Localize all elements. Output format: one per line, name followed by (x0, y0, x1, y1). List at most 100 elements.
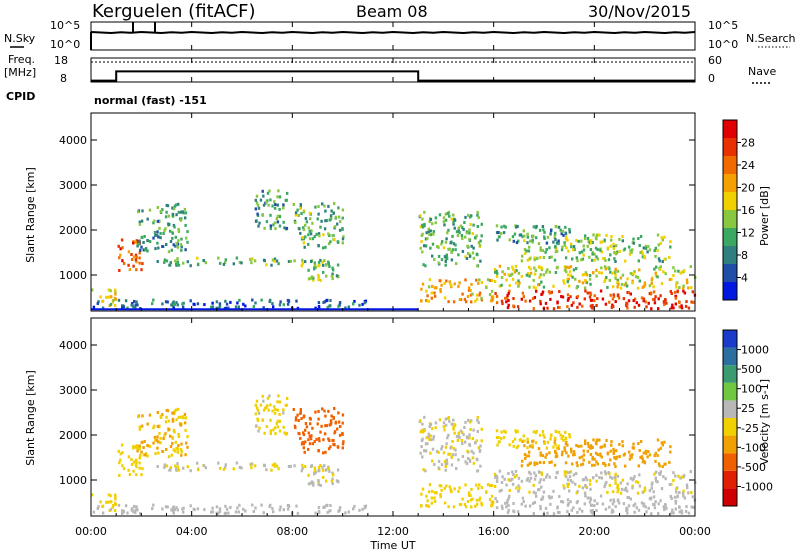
power-region-13 (495, 224, 571, 245)
velocity-data-layer (91, 394, 697, 516)
velocity-colorbar-tick-6: -500 (741, 461, 766, 474)
velocity-region-6 (307, 465, 340, 487)
power-colorbar: 28 24 20 16 12 8 4 (722, 119, 755, 301)
power-colorbar-cell-6 (723, 174, 737, 192)
power-region-8 (418, 210, 483, 268)
freq-label-line2: [MHz] (4, 66, 36, 79)
velocity-region-5 (292, 407, 345, 455)
nave-label: Nave (748, 65, 776, 78)
nave-scale-top: 60 (708, 54, 722, 67)
power-colorbar-cell-2 (723, 246, 737, 264)
power-ytick-label-1000: 1000 (59, 269, 87, 282)
power-colorbar-tick-5: 8 (741, 249, 748, 262)
power-colorbar-tick-6: 4 (741, 272, 748, 285)
velocity-region-13 (495, 429, 571, 450)
power-region-5 (292, 202, 345, 250)
power-region-10 (494, 289, 697, 311)
velocity-colorbar-tick-0: 1000 (741, 344, 769, 357)
date-title: 30/Nov/2015 (588, 2, 691, 21)
x-tick-label-1: 04:00 (176, 525, 208, 538)
velocity-colorbar-tick-3: 25 (741, 402, 755, 415)
station-title: Kerguelen (fitACF) (92, 1, 256, 22)
velocity-region-12 (520, 438, 672, 468)
nsearch-label: N.Search (746, 32, 796, 45)
velocity-region-9 (420, 483, 495, 509)
x-axis-label: Time UT (369, 539, 415, 552)
nave-scale-bottom: 0 (708, 72, 715, 85)
power-region-1 (117, 238, 144, 272)
power-colorbar-tick-0: 28 (741, 137, 755, 150)
nsky-scale-bottom: 10^0 (50, 38, 80, 51)
velocity-ytick-label-3000: 3000 (59, 384, 87, 397)
power-colorbar-cell-7 (723, 156, 737, 174)
x-tick-label-3: 12:00 (377, 525, 409, 538)
velocity-colorbar-cell-2 (723, 453, 737, 471)
power-ytick-label-4000: 4000 (59, 134, 87, 147)
velocity-ytick-label-2000: 2000 (59, 429, 87, 442)
power-data-layer (91, 189, 697, 311)
velocity-y-axis: 1000 2000 3000 4000 (59, 339, 695, 487)
velocity-colorbar-cell-9 (723, 330, 737, 348)
power-colorbar-cell-0 (723, 282, 737, 300)
power-colorbar-cell-8 (723, 138, 737, 156)
power-colorbar-tick-4: 12 (741, 227, 755, 240)
velocity-region-8 (418, 415, 483, 473)
velocity-colorbar-cell-5 (723, 400, 737, 418)
velocity-colorbar-tick-5: -100 (741, 441, 766, 454)
velocity-colorbar-cell-3 (723, 435, 737, 454)
x-tick-label-5: 20:00 (578, 525, 610, 538)
power-region-4 (254, 189, 289, 231)
power-ylabel: Slant Range [km] (24, 167, 37, 263)
power-region-9 (420, 278, 495, 304)
velocity-ylabel: Slant Range [km] (24, 370, 37, 466)
velocity-colorbar-cell-7 (723, 365, 737, 383)
freq-series-line (91, 70, 695, 82)
velocity-region-10 (494, 494, 697, 516)
power-colorbar-tick-2: 20 (741, 182, 755, 195)
velocity-panel: 1000 2000 3000 4000 Slant Range [km] (24, 317, 697, 517)
velocity-colorbar-cell-4 (723, 418, 737, 436)
velocity-region-3 (156, 461, 330, 473)
power-colorbar-cell-1 (723, 264, 737, 282)
velocity-colorbar-cell-1 (723, 470, 737, 489)
freq-scale-top: 18 (54, 54, 68, 67)
velocity-region-4 (254, 394, 289, 436)
freq-scale-bottom: 8 (60, 72, 67, 85)
power-colorbar-tick-1: 24 (741, 159, 755, 172)
nsky-panel: N.Sky 10^5 10^0 10^5 10^0 N.Search (4, 19, 796, 51)
velocity-colorbar-tick-2: 100 (741, 383, 762, 396)
velocity-region-7 (92, 503, 368, 515)
time-x-axis: 00:00 04:00 08:00 12:00 16:00 20:00 00:00 (75, 22, 711, 538)
velocity-colorbar-label: Velocity [m s-1] (758, 379, 771, 465)
velocity-ytick-label-1000: 1000 (59, 474, 87, 487)
x-tick-label-2: 08:00 (276, 525, 308, 538)
nsky-label: N.Sky (4, 32, 36, 45)
power-colorbar-cell-4 (723, 210, 737, 228)
x-tick-label-4: 16:00 (478, 525, 510, 538)
beam-title: Beam 08 (356, 2, 428, 21)
velocity-region-11 (493, 469, 697, 495)
velocity-colorbar-cell-6 (723, 382, 737, 401)
power-panel: 1000 2000 3000 4000 Slant Range [km] (24, 112, 697, 312)
velocity-colorbar-cell-8 (723, 347, 737, 366)
velocity-ytick-label-4000: 4000 (59, 339, 87, 352)
velocity-colorbar-tick-4: -25 (741, 422, 759, 435)
power-colorbar-cell-3 (723, 228, 737, 246)
power-region-2 (136, 202, 189, 254)
nsky-series-line (90, 30, 696, 35)
velocity-colorbar-cell-0 (723, 488, 737, 506)
velocity-colorbar-tick-7: -1000 (741, 480, 773, 493)
power-colorbar-cell-9 (723, 120, 737, 138)
nsky-scale-top: 10^5 (50, 19, 80, 32)
power-y-axis: 1000 2000 3000 4000 (59, 134, 695, 282)
cpid-label: CPID (6, 90, 35, 103)
nsearch-scale-top: 10^5 (708, 19, 738, 32)
velocity-colorbar-tick-1: 500 (741, 363, 762, 376)
x-tick-label-0: 00:00 (75, 525, 107, 538)
power-colorbar-tick-3: 16 (741, 204, 755, 217)
power-colorbar-label: Power [dB] (758, 186, 771, 246)
nsearch-scale-bottom: 10^0 (708, 38, 738, 51)
power-region-12 (520, 233, 672, 263)
cpid-value: normal (fast) -151 (94, 94, 207, 107)
